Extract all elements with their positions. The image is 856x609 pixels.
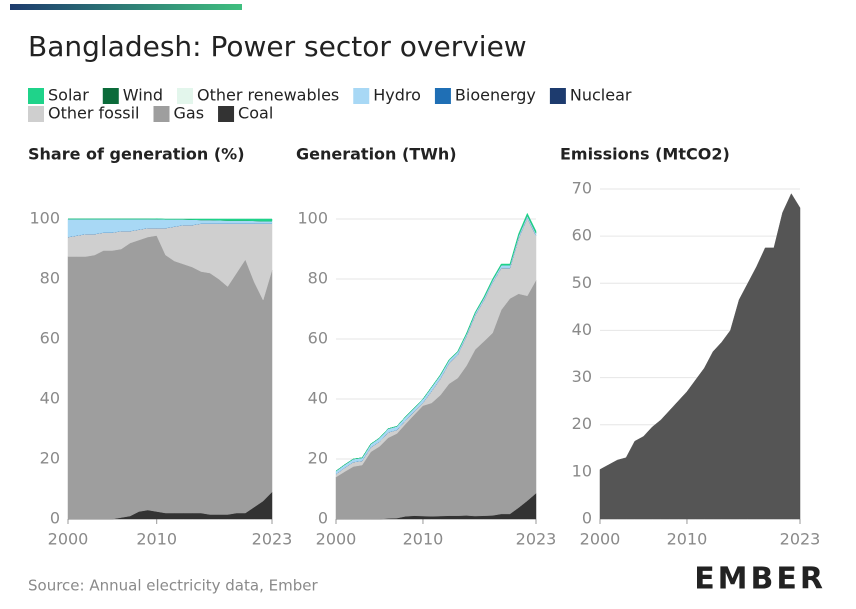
y-tick-label: 0 [582,509,592,528]
y-tick-label: 100 [29,209,60,228]
legend-swatch [353,88,370,104]
legend-label: Other fossil [48,104,140,123]
y-tick-label: 30 [572,367,592,386]
area [335,279,537,520]
x-tick-label: 2010 [403,530,444,549]
logo: EMBER [694,562,826,597]
legend-swatch [177,88,193,104]
y-tick-label: 10 [572,461,592,480]
legend-swatch [434,88,451,104]
x-tick-label: 2023 [780,530,821,549]
y-tick-label: 20 [308,449,328,468]
y-tick-label: 40 [572,320,592,339]
x-tick-label: 2000 [580,530,621,549]
top-bar [10,4,242,10]
x-tick-label: 2023 [252,530,293,549]
y-tick-label: 60 [40,329,60,348]
area [335,212,537,472]
panel-title: Generation (TWh) [296,145,457,164]
y-tick-label: 40 [308,389,328,408]
y-tick-label: 80 [40,269,60,288]
y-tick-label: 50 [572,273,592,292]
legend-label: Other renewables [197,86,339,105]
x-tick-label: 2010 [136,530,177,549]
area [67,235,273,520]
legend-swatch [28,88,44,104]
y-tick-label: 100 [297,209,328,228]
y-tick-label: 0 [50,509,60,528]
legend-swatch [153,106,170,122]
y-tick-label: 60 [572,226,592,245]
x-tick-label: 2000 [48,530,89,549]
legend-label: Coal [238,104,273,123]
legend-swatch [102,88,119,104]
legend-label: Bioenergy [455,86,536,105]
legend-label: Solar [48,86,89,105]
y-tick-label: 80 [308,269,328,288]
legend-label: Hydro [373,86,421,105]
y-tick-label: 60 [308,329,328,348]
legend-label: Wind [123,86,163,105]
y-tick-label: 70 [572,179,592,198]
legend-swatch [549,88,566,104]
panel-title: Share of generation (%) [28,145,245,164]
area [68,218,273,222]
x-tick-label: 2000 [316,530,357,549]
x-tick-label: 2010 [667,530,708,549]
y-tick-label: 0 [318,509,328,528]
x-tick-label: 2023 [516,530,557,549]
y-tick-label: 40 [40,389,60,408]
legend-label: Gas [174,104,205,123]
legend-swatch [218,106,235,122]
area [599,193,801,520]
panel-title: Emissions (MtCO2) [560,145,730,164]
page-title: Bangladesh: Power sector overview [28,30,527,63]
legend-swatch [28,106,44,122]
legend-label: Nuclear [570,86,632,105]
source: Source: Annual electricity data, Ember [28,577,318,595]
y-tick-label: 20 [572,414,592,433]
y-tick-label: 20 [40,449,60,468]
